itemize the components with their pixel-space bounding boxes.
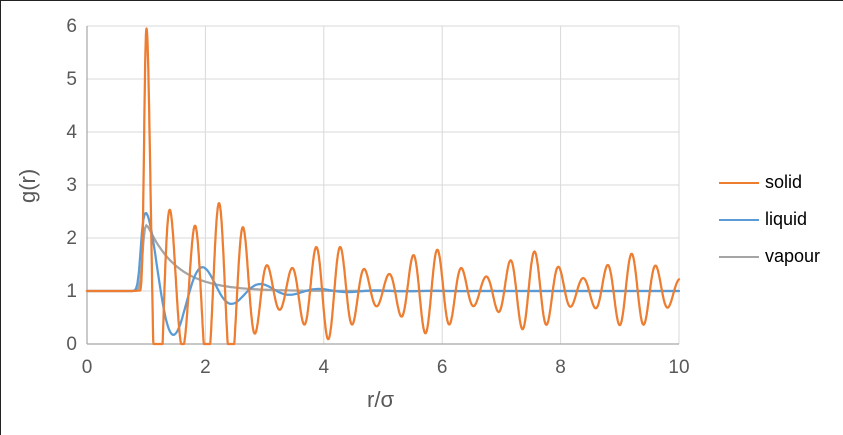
svg-text:3: 3: [66, 175, 77, 196]
svg-text:1: 1: [66, 281, 77, 302]
svg-text:0: 0: [82, 357, 93, 378]
svg-text:4: 4: [66, 122, 77, 143]
svg-text:5: 5: [66, 69, 77, 90]
svg-text:4: 4: [319, 357, 330, 378]
svg-text:2: 2: [200, 357, 211, 378]
svg-text:6: 6: [66, 16, 77, 37]
svg-text:10: 10: [668, 357, 689, 378]
svg-text:8: 8: [555, 357, 566, 378]
svg-text:6: 6: [437, 357, 448, 378]
svg-text:2: 2: [66, 228, 77, 249]
svg-text:0: 0: [66, 334, 77, 355]
